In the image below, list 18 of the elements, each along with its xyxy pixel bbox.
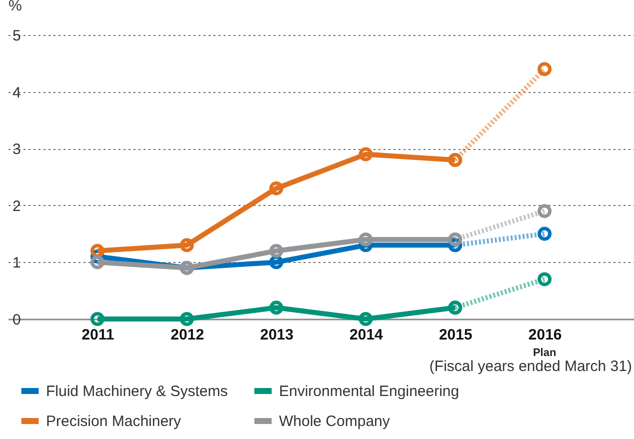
text: Plan <box>532 347 556 359</box>
x-tick-label: 2013 <box>260 326 294 344</box>
x-tick-label: 2011 <box>82 326 114 344</box>
y-tick-label: 5 <box>12 28 21 44</box>
legend-label: Whole Company <box>279 413 390 430</box>
y-tick-label: 2 <box>12 198 21 215</box>
x-tick-label: 2015 <box>438 326 472 344</box>
y-tick-label: 1 <box>12 254 21 272</box>
y-tick-label: 3 <box>12 141 21 158</box>
legend-label: Fluid Machinery & Systems <box>46 383 228 400</box>
text: (Fiscal years ended March 31) <box>429 358 632 375</box>
legend-label: Environmental Engineering <box>279 383 460 400</box>
legend-label: Precision Machinery <box>46 413 182 430</box>
x-tick-label: 2014 <box>350 326 384 344</box>
x-tick-label: 2016 <box>528 326 562 344</box>
y-tick-label: 4 <box>12 84 21 102</box>
x-tick-label: 2012 <box>170 326 204 344</box>
y-axis-title: % <box>8 0 22 14</box>
